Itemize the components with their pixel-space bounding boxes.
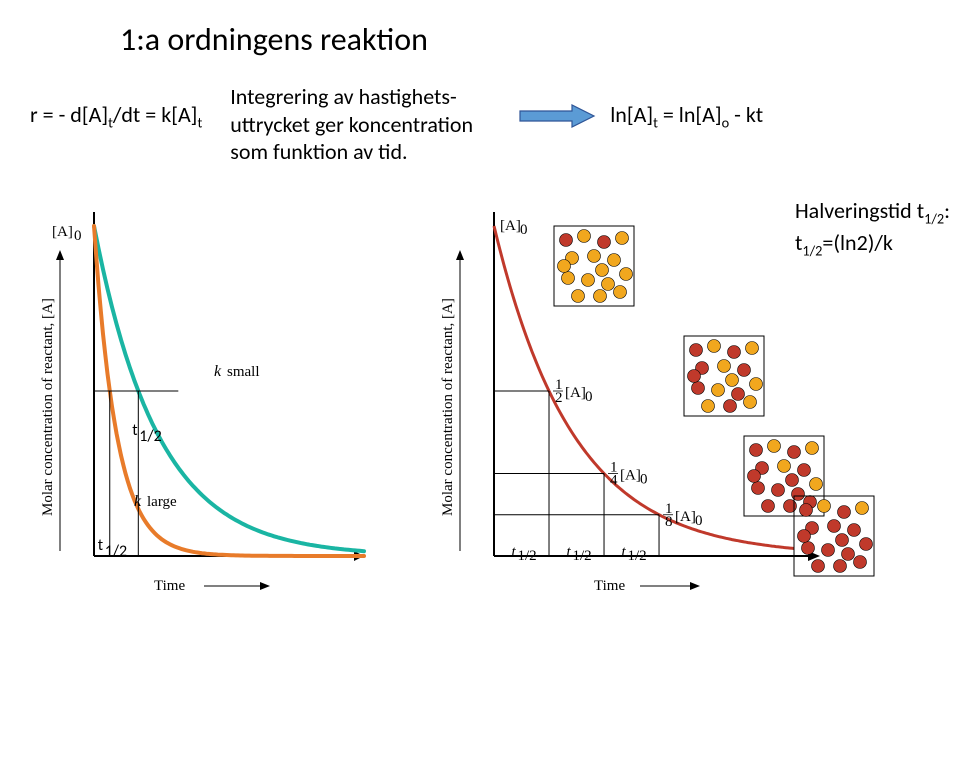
- equation-row: r = - d[A]t/dt = k[A]t Integrering av ha…: [30, 83, 930, 166]
- chart-decay-two-k: Molar concentration of reactant, [A] Time…: [30, 176, 390, 606]
- svg-text:Time: Time: [154, 578, 185, 594]
- svg-text:small: small: [227, 364, 260, 380]
- arrow-icon: [518, 102, 596, 130]
- svg-text:k: k: [214, 363, 222, 380]
- svg-text:2: 2: [555, 390, 563, 406]
- svg-text:t: t: [98, 536, 104, 555]
- svg-text:t: t: [567, 544, 572, 560]
- svg-text:[A]: [A]: [565, 385, 586, 401]
- svg-text:0: 0: [585, 389, 593, 405]
- half-life-formula: Halveringstid t1/2: t1/2=(ln2)/k: [795, 196, 950, 261]
- svg-text:Time: Time: [594, 578, 625, 594]
- svg-text:1/2: 1/2: [139, 427, 161, 446]
- svg-text:[A]: [A]: [52, 224, 73, 240]
- svg-text:0: 0: [695, 512, 703, 528]
- svg-text:8: 8: [665, 513, 673, 529]
- rate-equation: r = - d[A]t/dt = k[A]t: [30, 101, 202, 131]
- svg-text:Molar concentration of reactan: Molar concentration of reactant, [A]: [440, 298, 456, 516]
- integrated-equation: ln[A]t = ln[A]o - kt: [610, 101, 763, 131]
- svg-text:[A]: [A]: [620, 467, 641, 483]
- svg-text:t: t: [512, 544, 517, 560]
- svg-text:1/2: 1/2: [573, 548, 592, 564]
- svg-text:1/2: 1/2: [105, 542, 127, 561]
- svg-text:[A]: [A]: [675, 508, 696, 524]
- svg-text:0: 0: [640, 471, 648, 487]
- svg-text:t: t: [132, 421, 138, 440]
- svg-text:[A]: [A]: [500, 218, 521, 234]
- svg-text:Molar concentration of reactan: Molar concentration of reactant, [A]: [40, 298, 56, 516]
- svg-text:0: 0: [74, 228, 82, 244]
- chart-half-life: Molar concentration of reactant, [A] Time…: [430, 176, 890, 606]
- svg-text:1/2: 1/2: [518, 548, 537, 564]
- svg-text:t: t: [622, 544, 627, 560]
- svg-text:1/2: 1/2: [628, 548, 647, 564]
- svg-text:0: 0: [520, 222, 528, 238]
- explanation-text: Integrering av hastighets-uttrycket ger …: [230, 83, 490, 166]
- page-title: 1:a ordningens reaktion: [120, 20, 930, 59]
- svg-text:large: large: [147, 494, 177, 510]
- svg-text:4: 4: [610, 472, 618, 488]
